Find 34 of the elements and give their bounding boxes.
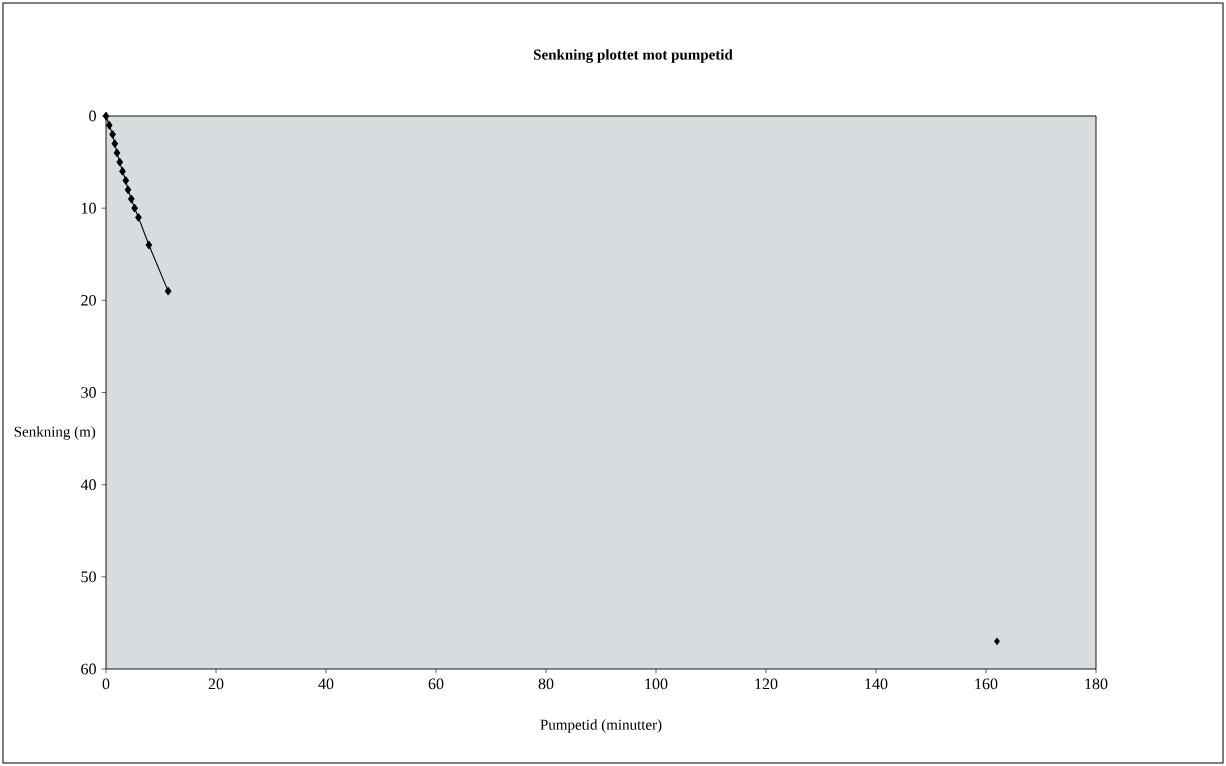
y-axis-title: Senkning (m) <box>14 426 96 440</box>
x-tick-label: 40 <box>318 678 334 690</box>
y-tick-label: 30 <box>81 387 96 398</box>
point <box>106 121 113 130</box>
point <box>128 194 135 204</box>
y-tick-label: 50 <box>81 571 96 583</box>
point <box>164 286 172 296</box>
point <box>131 204 138 213</box>
point <box>113 148 121 158</box>
point <box>124 185 132 194</box>
point <box>119 167 126 176</box>
point <box>145 240 153 250</box>
x-tick-label: 0 <box>102 678 110 690</box>
x-tick-label: 180 <box>1085 678 1108 690</box>
y-tick-label: 40 <box>80 479 96 491</box>
x-tick-label: 60 <box>428 678 444 690</box>
point <box>111 139 119 148</box>
y-tick-label: 0 <box>89 110 96 122</box>
x-tick-label: 140 <box>865 678 888 690</box>
point <box>116 157 123 167</box>
point <box>102 111 110 121</box>
x-tick-label: 80 <box>538 678 554 690</box>
x-axis-title: Pumpetid (minutter) <box>540 719 662 733</box>
y-tick-label: 60 <box>81 663 96 675</box>
x-tick-label: 20 <box>208 678 224 690</box>
chart-title: Senkning plottet mot pumpetid <box>534 49 733 63</box>
point <box>122 176 130 185</box>
y-tick-label: 10 <box>81 202 96 214</box>
x-tick-label: 120 <box>755 678 778 690</box>
point <box>135 213 142 222</box>
y-tick-label: 20 <box>81 294 96 306</box>
x-tick-label: 100 <box>645 678 668 690</box>
point <box>109 130 116 139</box>
x-tick-label: 160 <box>975 678 998 690</box>
